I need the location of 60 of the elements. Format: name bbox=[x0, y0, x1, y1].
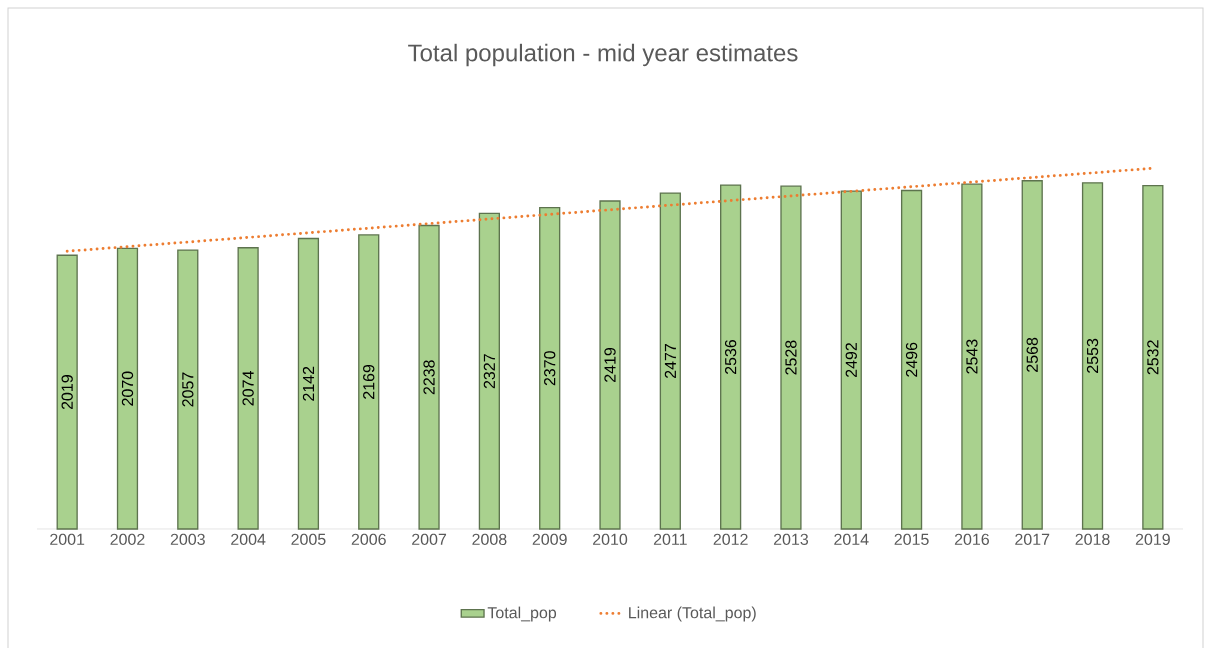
data-label: 2070 bbox=[121, 371, 134, 406]
bar bbox=[56, 254, 78, 530]
x-tick-label: 2018 bbox=[1075, 533, 1110, 546]
data-label: 2419 bbox=[604, 347, 616, 382]
data-label: 2553 bbox=[1086, 338, 1099, 373]
x-tick-label: 2004 bbox=[231, 533, 266, 546]
x-tick-label: 2014 bbox=[834, 533, 869, 546]
x-tick-label: 2017 bbox=[1015, 533, 1050, 546]
chart-title: Total population - mid year estimates bbox=[408, 43, 798, 67]
legend-label: Linear (Total_pop) bbox=[629, 606, 756, 622]
bar bbox=[659, 192, 681, 530]
data-label: 2169 bbox=[363, 364, 375, 399]
data-label: 2496 bbox=[905, 342, 918, 377]
bar bbox=[1081, 182, 1104, 530]
bar bbox=[1021, 180, 1043, 530]
bar bbox=[840, 190, 862, 530]
x-tick-label: 2010 bbox=[593, 533, 628, 546]
data-label: 2370 bbox=[544, 351, 556, 386]
data-label: 2532 bbox=[1147, 340, 1159, 375]
x-tick-label: 2011 bbox=[653, 533, 687, 546]
data-label: 2477 bbox=[664, 344, 676, 379]
bar bbox=[599, 200, 621, 530]
x-tick-label: 2006 bbox=[351, 533, 386, 546]
data-label: 2492 bbox=[845, 343, 857, 378]
data-label: 2057 bbox=[182, 372, 194, 407]
bar bbox=[900, 189, 923, 530]
x-tick-label: 2013 bbox=[773, 533, 809, 546]
bar bbox=[418, 224, 440, 530]
bar bbox=[177, 249, 199, 530]
bar bbox=[1142, 184, 1164, 530]
data-label: 2528 bbox=[785, 340, 797, 375]
bar bbox=[358, 234, 380, 530]
x-tick-label: 2016 bbox=[954, 533, 989, 546]
x-tick-label: 2019 bbox=[1135, 533, 1170, 546]
data-label: 2543 bbox=[966, 339, 978, 374]
bar bbox=[237, 247, 259, 530]
x-tick-label: 2002 bbox=[110, 533, 145, 546]
data-label: 2019 bbox=[61, 375, 73, 410]
data-label: 2238 bbox=[423, 360, 435, 395]
x-tick-label: 2015 bbox=[894, 533, 929, 546]
x-tick-label: 2007 bbox=[412, 533, 447, 546]
bar bbox=[297, 237, 320, 530]
x-tick-label: 2003 bbox=[170, 533, 205, 546]
bar bbox=[961, 183, 983, 530]
bar bbox=[780, 185, 802, 530]
x-tick-label: 2009 bbox=[532, 533, 567, 546]
bar bbox=[478, 212, 500, 530]
x-tick-label: 2012 bbox=[713, 533, 748, 546]
data-label: 2327 bbox=[483, 354, 496, 389]
bar bbox=[539, 206, 561, 530]
legend-label: Total_pop bbox=[487, 606, 557, 622]
data-label: 2536 bbox=[724, 339, 737, 375]
x-tick-label: 2005 bbox=[291, 533, 326, 546]
bar bbox=[720, 184, 742, 530]
data-label: 2142 bbox=[302, 366, 315, 401]
data-label: 2568 bbox=[1026, 337, 1038, 372]
bar bbox=[116, 247, 139, 530]
x-tick-label: 2001 bbox=[50, 533, 85, 546]
data-label: 2074 bbox=[242, 371, 254, 406]
x-tick-label: 2008 bbox=[472, 533, 507, 546]
